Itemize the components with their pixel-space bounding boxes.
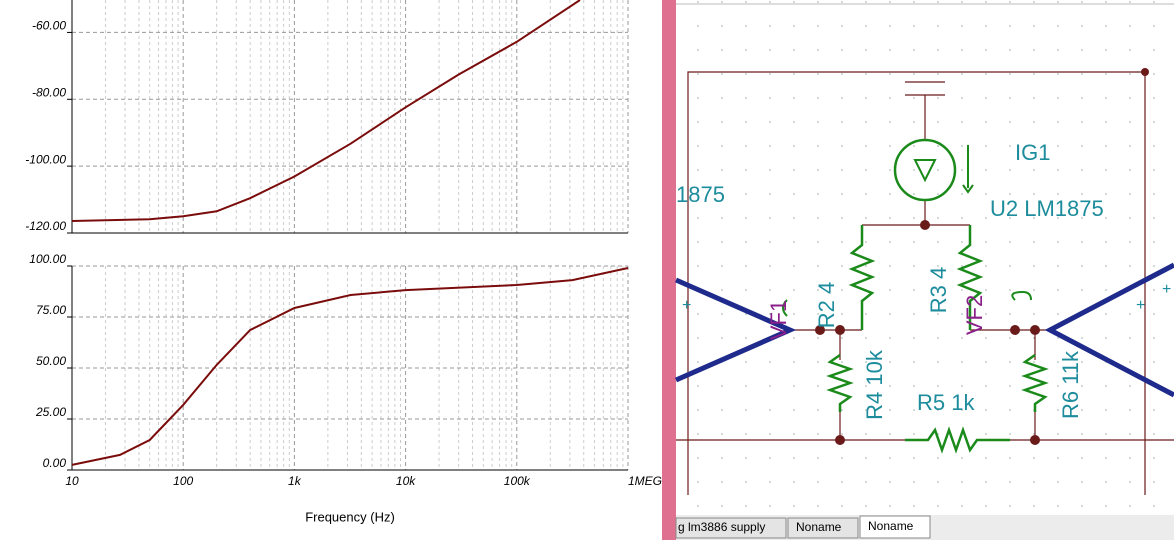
y-tick-label: -60.00	[32, 19, 66, 33]
schematic: 1875 IG1 U2 LM1875 R2 4 R3 4 R4 10k R5 1…	[674, 0, 1174, 515]
y-tick-label: -100.00	[25, 152, 66, 166]
y-tick-label: 100.00	[29, 252, 66, 266]
schematic-label: R3 4	[926, 267, 951, 313]
x-tick-label: 100k	[504, 474, 531, 488]
tab-bar: g lm3886 supply Noname Noname	[675, 515, 1174, 540]
series-line	[71, 267, 629, 466]
tab[interactable]: g lm3886 supply	[678, 520, 765, 534]
schematic-label: 1875	[676, 182, 725, 207]
x-tick-label: 10k	[396, 474, 416, 488]
schematic-label: U2 LM1875	[990, 196, 1104, 221]
tab[interactable]: Noname	[796, 520, 842, 534]
y-tick-label: -80.00	[32, 85, 66, 99]
schematic-label: R6 11k	[1058, 350, 1083, 419]
schematic-label: VF2	[962, 295, 987, 335]
schematic-label: VF1	[766, 300, 791, 340]
schematic-label: +	[1162, 281, 1171, 298]
x-tick-label: 1k	[288, 474, 302, 488]
y-tick-label: 25.00	[35, 405, 66, 419]
y-tick-label: -120.00	[25, 219, 66, 233]
x-tick-label: 100	[173, 474, 193, 488]
x-tick-label: 10	[65, 474, 79, 488]
y-tick-label: 0.00	[43, 456, 67, 470]
splitter[interactable]	[662, 0, 676, 540]
schematic-label: R4 10k	[862, 349, 887, 420]
canvas[interactable]	[676, 0, 1174, 515]
y-tick-label: 50.00	[36, 354, 66, 368]
schematic-label: +	[1136, 297, 1145, 314]
x-axis-title: Frequency (Hz)	[305, 509, 395, 524]
plot-panel: -120.00 -100.00 -80.00 -60.00 10 100 1k 10k 100k…	[25, 0, 662, 524]
series-line	[71, 0, 581, 222]
schematic-label: R5 1k	[917, 390, 975, 415]
x-tick-label: 1MEG	[628, 474, 662, 488]
schematic-label: IG1	[1015, 140, 1050, 165]
schematic-label: +	[682, 297, 691, 314]
tab[interactable]: Noname	[868, 519, 914, 533]
schematic-label: R2 4	[814, 282, 839, 328]
y-tick-label: 75.00	[36, 303, 66, 317]
